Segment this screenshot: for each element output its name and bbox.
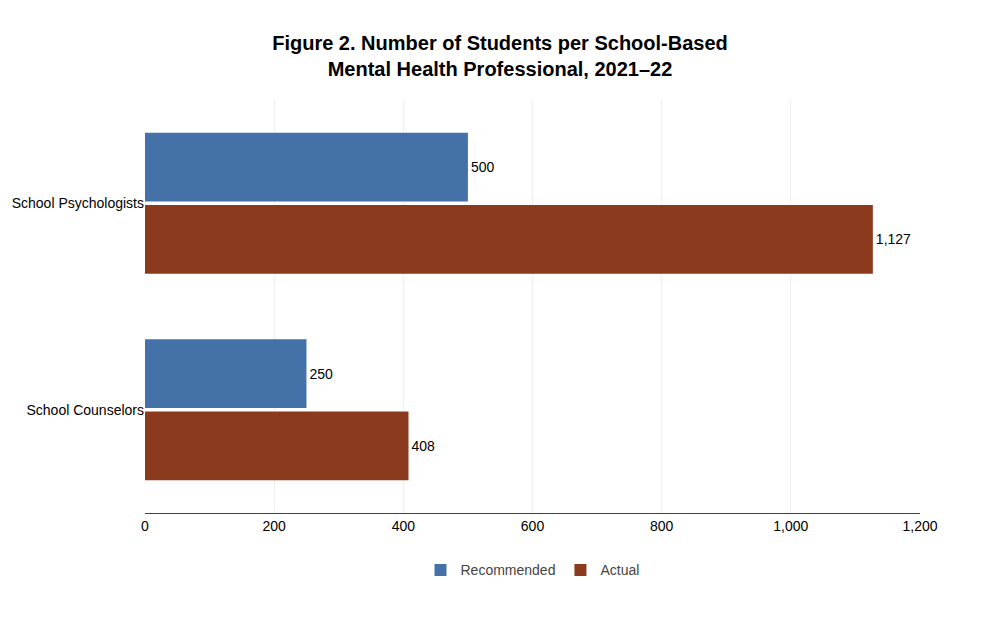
svg-text:800: 800 [650,518,674,534]
svg-text:Recommended: Recommended [461,562,556,578]
svg-text:School Counselors: School Counselors [26,402,144,418]
svg-text:1,000: 1,000 [773,518,808,534]
svg-text:School Psychologists: School Psychologists [12,195,144,211]
svg-text:600: 600 [521,518,545,534]
svg-text:408: 408 [412,438,436,454]
svg-text:1,127: 1,127 [876,231,911,247]
svg-text:1,200: 1,200 [902,518,937,534]
svg-text:500: 500 [471,159,495,175]
svg-text:250: 250 [309,366,333,382]
svg-text:Actual: Actual [600,562,639,578]
svg-text:Figure 2. Number of Students p: Figure 2. Number of Students per School-… [272,32,728,80]
svg-text:400: 400 [392,518,416,534]
svg-text:0: 0 [141,518,149,534]
svg-text:200: 200 [262,518,286,534]
